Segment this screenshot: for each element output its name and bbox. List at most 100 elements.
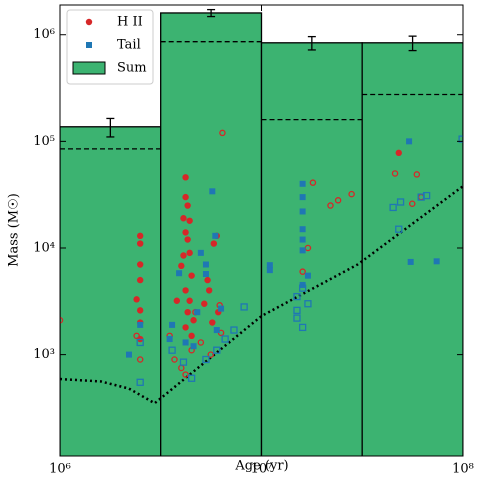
- point: [136, 276, 144, 284]
- point: [176, 270, 183, 277]
- point: [218, 305, 225, 312]
- point: [433, 258, 440, 265]
- point: [304, 272, 311, 279]
- point: [186, 297, 193, 304]
- point: [395, 225, 403, 233]
- point: [173, 297, 181, 304]
- legend-swatch: [85, 18, 93, 26]
- point: [178, 262, 185, 270]
- x-tick-label: 10⁶: [49, 462, 71, 477]
- point: [212, 232, 219, 239]
- error-bar: [307, 35, 316, 51]
- point: [395, 149, 402, 157]
- y-axis-label: Mass (M☉): [7, 193, 22, 267]
- point: [210, 240, 218, 247]
- legend-swatch: [86, 42, 92, 48]
- point: [293, 306, 301, 315]
- point: [299, 236, 306, 243]
- point: [166, 336, 173, 343]
- x-axis-label: Age (yr): [234, 459, 288, 474]
- point: [188, 272, 195, 279]
- point: [180, 252, 187, 259]
- point: [136, 232, 144, 240]
- y-tick-label: 10⁵: [33, 134, 55, 149]
- point: [194, 309, 201, 316]
- point: [299, 247, 306, 254]
- point: [136, 240, 144, 247]
- point: [136, 338, 144, 347]
- point: [182, 174, 189, 181]
- point: [204, 276, 211, 284]
- point: [299, 268, 306, 275]
- point: [133, 332, 140, 340]
- point: [136, 378, 144, 386]
- point: [406, 138, 413, 145]
- point: [182, 324, 189, 331]
- bar: [160, 12, 263, 456]
- point: [182, 287, 189, 294]
- point: [266, 262, 273, 269]
- point: [299, 226, 306, 233]
- point: [190, 317, 197, 324]
- point: [298, 323, 307, 332]
- point: [125, 351, 132, 358]
- point: [409, 200, 416, 207]
- legend: H II Tail Sum: [66, 9, 154, 85]
- point: [396, 198, 405, 206]
- legend-label: Sum: [117, 61, 147, 76]
- bar: [60, 126, 162, 456]
- y-tick-label: 10⁶: [33, 27, 55, 42]
- point: [201, 300, 208, 307]
- point: [184, 202, 191, 209]
- point: [266, 267, 273, 274]
- point: [304, 300, 312, 308]
- point: [407, 258, 414, 265]
- point: [184, 308, 191, 316]
- legend-label: H II: [117, 15, 143, 30]
- point: [327, 202, 334, 209]
- point: [182, 339, 189, 346]
- point: [334, 197, 342, 204]
- point: [182, 229, 189, 236]
- point: [188, 332, 195, 340]
- point: [299, 194, 306, 201]
- point: [187, 374, 196, 382]
- point: [458, 135, 463, 143]
- point: [136, 356, 144, 363]
- point: [202, 355, 210, 364]
- point: [422, 191, 431, 200]
- point: [207, 351, 215, 358]
- point: [182, 371, 189, 378]
- point: [213, 327, 220, 334]
- point: [230, 326, 238, 334]
- legend-swatch: [72, 61, 106, 75]
- point: [209, 319, 216, 326]
- point: [298, 284, 307, 292]
- point: [182, 193, 189, 201]
- point: [136, 307, 144, 314]
- error-bar: [408, 35, 417, 52]
- point: [171, 356, 178, 363]
- point: [293, 314, 301, 322]
- x-tick-label: 10⁸: [452, 462, 474, 477]
- point: [179, 358, 188, 366]
- point: [299, 208, 306, 215]
- point: [221, 335, 229, 343]
- point: [133, 296, 140, 303]
- point: [293, 292, 301, 301]
- point: [184, 236, 191, 243]
- point: [190, 343, 197, 350]
- point: [186, 217, 193, 224]
- point: [137, 321, 144, 328]
- point: [299, 180, 306, 187]
- point: [202, 261, 209, 268]
- error-bar: [106, 117, 115, 138]
- point: [413, 171, 421, 178]
- point: [168, 346, 176, 354]
- point: [136, 261, 144, 268]
- point: [240, 303, 248, 311]
- point: [209, 188, 216, 195]
- point: [213, 346, 221, 354]
- point: [348, 190, 355, 198]
